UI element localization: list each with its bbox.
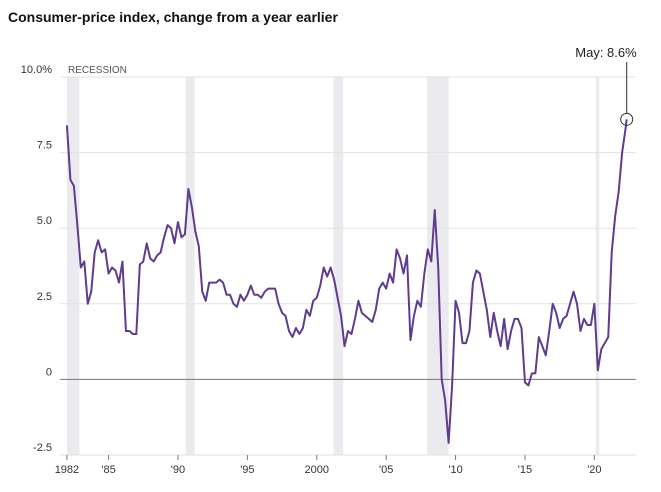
x-tick-label: '95 bbox=[240, 464, 254, 476]
x-tick-label: '85 bbox=[101, 464, 115, 476]
annotation: May: 8.6% bbox=[575, 45, 637, 60]
y-tick-label: -2.5 bbox=[33, 442, 52, 454]
y-tick-label: 7.5 bbox=[37, 140, 52, 152]
recession-band bbox=[66, 77, 80, 455]
x-tick-label: '90 bbox=[171, 464, 185, 476]
x-tick-label: '05 bbox=[379, 464, 393, 476]
recession-label: RECESSION bbox=[68, 65, 127, 76]
chart-title: Consumer-price index, change from a year… bbox=[8, 9, 338, 25]
recession-band bbox=[185, 77, 195, 455]
y-tick-label: 2.5 bbox=[37, 291, 52, 303]
cpi-line bbox=[65, 119, 628, 444]
y-tick-label: 5.0 bbox=[37, 215, 52, 227]
annotation-marker bbox=[620, 112, 634, 126]
y-tick-label: 0 bbox=[46, 366, 52, 378]
x-tick-label: 2000 bbox=[305, 464, 329, 476]
x-tick-label: '20 bbox=[587, 464, 601, 476]
y-tick-label: 10.0% bbox=[21, 64, 52, 76]
x-tick-label: '15 bbox=[518, 464, 532, 476]
recession-band bbox=[333, 77, 344, 455]
recession-band bbox=[595, 77, 600, 455]
x-tick-label: '10 bbox=[448, 464, 462, 476]
x-tick-label: 1982 bbox=[55, 464, 79, 476]
